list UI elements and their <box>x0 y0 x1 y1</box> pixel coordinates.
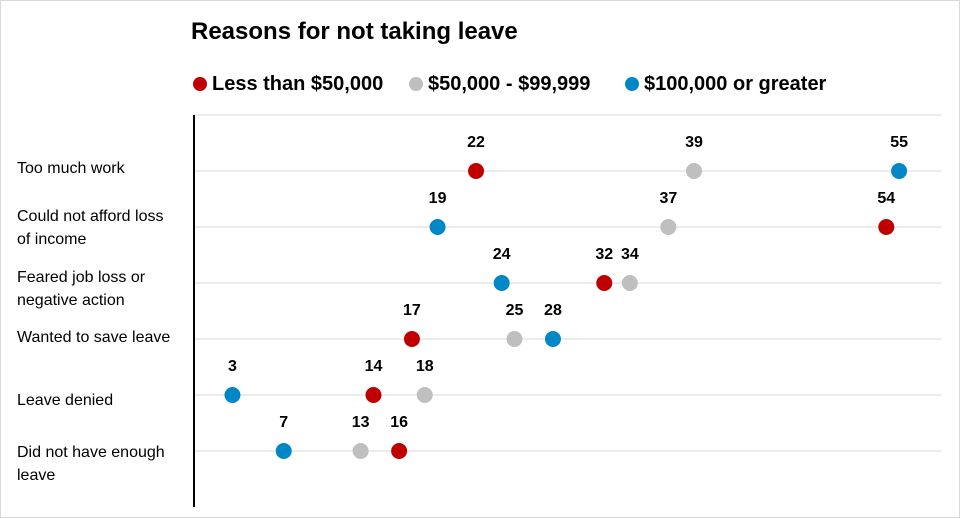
data-label-less-than-50-000-leave-denied: 14 <box>365 358 383 375</box>
dot-100-000-or-greater-did-not-have-enough-leave <box>275 443 292 459</box>
dot-100-000-or-greater-feared-job-loss-or-negative-action <box>493 275 510 291</box>
legend-label-100000-or-greater: $100,000 or greater <box>644 72 827 95</box>
category-label-did-not-have-enough-leave: Did not have enough leave <box>17 444 165 484</box>
data-label-50-000-99-999-too-much-work: 39 <box>685 134 703 151</box>
dot-less-than-50-000-leave-denied <box>365 387 382 403</box>
legend-marker-100000-or-greater <box>625 77 639 91</box>
data-label-100-000-or-greater-too-much-work: 55 <box>890 134 908 151</box>
dot-50-000-99-999-could-not-afford-loss-of-income <box>660 219 677 235</box>
data-label-50-000-99-999-wanted-to-save-leave: 25 <box>506 302 524 319</box>
legend-marker-less-than-50000 <box>193 77 207 91</box>
data-label-less-than-50-000-wanted-to-save-leave: 17 <box>403 302 421 319</box>
legend-label-less-than-50000: Less than $50,000 <box>212 72 384 95</box>
data-label-less-than-50-000-did-not-have-enough-leave: 16 <box>390 414 408 431</box>
dot-less-than-50-000-wanted-to-save-leave <box>403 331 420 347</box>
dot-100-000-or-greater-wanted-to-save-leave <box>544 331 561 347</box>
data-label-100-000-or-greater-leave-denied: 3 <box>228 358 237 375</box>
dot-50-000-99-999-wanted-to-save-leave <box>506 331 523 347</box>
data-label-less-than-50-000-feared-job-loss-or-negative-action: 32 <box>595 246 613 263</box>
data-label-less-than-50-000-too-much-work: 22 <box>467 134 485 151</box>
legend-label-50000-99999: $50,000 - $99,999 <box>428 72 591 95</box>
data-label-50-000-99-999-could-not-afford-loss-of-income: 37 <box>659 190 677 207</box>
legend-item-50000-99999: $50,000 - $99,999 <box>409 71 590 97</box>
category-label-leave-denied: Leave denied <box>17 392 114 409</box>
legend-item-100000-or-greater: $100,000 or greater <box>625 71 826 97</box>
dot-less-than-50-000-feared-job-loss-or-negative-action <box>596 275 613 291</box>
data-label-50-000-99-999-feared-job-loss-or-negative-action: 34 <box>621 246 639 263</box>
dot-50-000-99-999-leave-denied <box>416 387 433 403</box>
chart-title: Reasons for not taking leave <box>191 18 518 45</box>
data-label-less-than-50-000-could-not-afford-loss-of-income: 54 <box>877 190 895 207</box>
data-label-100-000-or-greater-wanted-to-save-leave: 28 <box>544 302 562 319</box>
category-label-wanted-to-save-leave: Wanted to save leave <box>17 329 171 346</box>
data-label-50-000-99-999-did-not-have-enough-leave: 13 <box>352 414 370 431</box>
data-label-100-000-or-greater-did-not-have-enough-leave: 7 <box>279 414 288 431</box>
data-label-100-000-or-greater-could-not-afford-loss-of-income: 19 <box>429 190 447 207</box>
dot-100-000-or-greater-could-not-afford-loss-of-income <box>429 219 446 235</box>
category-label-too-much-work: Too much work <box>17 160 125 177</box>
legend-item-less-than-50000: Less than $50,000 <box>193 71 383 97</box>
dot-less-than-50-000-did-not-have-enough-leave <box>391 443 408 459</box>
dot-100-000-or-greater-too-much-work <box>891 163 908 179</box>
dot-less-than-50-000-could-not-afford-loss-of-income <box>878 219 895 235</box>
dot-50-000-99-999-feared-job-loss-or-negative-action <box>621 275 638 291</box>
category-label-could-not-afford-loss-of-income: Could not afford loss of income <box>17 208 164 248</box>
dot-less-than-50-000-too-much-work <box>468 163 485 179</box>
category-label-feared-job-loss: Feared job loss or negative action <box>17 269 146 309</box>
dot-50-000-99-999-too-much-work <box>685 163 702 179</box>
dot-50-000-99-999-did-not-have-enough-leave <box>352 443 369 459</box>
data-label-50-000-99-999-leave-denied: 18 <box>416 358 434 375</box>
dot-100-000-or-greater-leave-denied <box>224 387 241 403</box>
legend-marker-50000-99999 <box>409 77 423 91</box>
data-label-100-000-or-greater-feared-job-loss-or-negative-action: 24 <box>493 246 511 263</box>
